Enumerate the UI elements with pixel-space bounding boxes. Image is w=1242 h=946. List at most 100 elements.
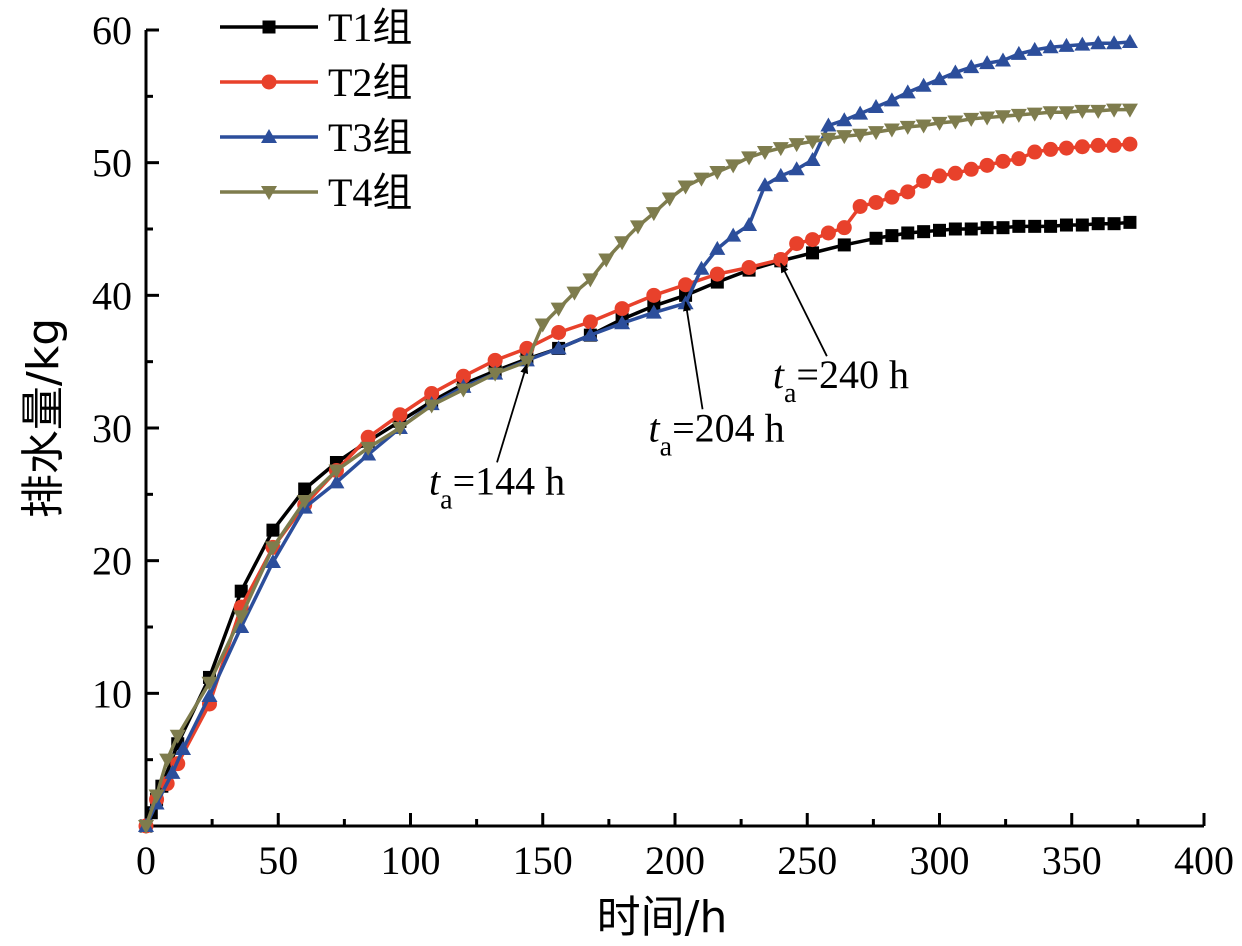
data-point: [947, 165, 963, 181]
legend-label: T3组: [328, 115, 412, 160]
series-2: [138, 136, 1138, 834]
legend-marker: [261, 129, 277, 143]
data-point: [788, 138, 805, 153]
data-point: [979, 157, 995, 173]
data-point: [996, 221, 1010, 235]
data-point: [487, 352, 503, 368]
data-point: [772, 142, 789, 157]
data-point: [789, 236, 805, 252]
data-point: [233, 610, 250, 625]
data-point: [852, 128, 869, 143]
data-point: [614, 315, 631, 330]
data-point: [1026, 41, 1043, 56]
data-point: [392, 407, 408, 423]
legend-item: T4组: [220, 170, 412, 215]
data-point: [916, 173, 932, 189]
data-point: [1027, 144, 1043, 160]
data-point: [1026, 107, 1043, 122]
legend-marker: [262, 20, 276, 34]
data-point: [360, 429, 376, 445]
data-point: [1106, 103, 1123, 118]
series-4: [138, 103, 1138, 834]
data-point: [899, 84, 916, 99]
data-point: [298, 482, 312, 496]
data-point: [1090, 137, 1106, 153]
data-point: [148, 789, 165, 804]
x-tick-label: 300: [910, 838, 970, 883]
data-point: [979, 111, 996, 126]
data-point: [487, 367, 504, 382]
legend-item: T2组: [220, 60, 412, 105]
data-point: [598, 253, 615, 268]
data-point: [1090, 104, 1107, 119]
data-point: [852, 105, 869, 120]
data-point: [175, 741, 192, 756]
data-point: [1028, 219, 1042, 233]
series-line: [144, 142, 1131, 827]
data-point: [455, 368, 471, 384]
legend-item: T1组: [220, 5, 412, 50]
legend-label: T2组: [328, 60, 412, 105]
data-point: [678, 277, 694, 293]
data-point: [899, 120, 916, 135]
data-point: [979, 55, 996, 70]
data-point: [820, 117, 837, 132]
data-point: [1090, 35, 1107, 50]
data-point: [820, 225, 836, 241]
data-point: [1074, 139, 1090, 155]
data-point: [756, 177, 773, 192]
annotation-layer: ta=144 h ta=204 hta=240 h: [429, 262, 909, 515]
data-point: [677, 180, 694, 195]
annotation-label: ta=204 h: [649, 405, 785, 462]
y-tick-label: 50: [92, 141, 132, 186]
data-point: [138, 820, 154, 834]
data-point: [266, 523, 280, 537]
data-point: [201, 676, 218, 691]
data-point: [391, 422, 408, 436]
data-point: [296, 494, 313, 509]
data-point: [328, 464, 345, 479]
annotation-label: ta=144 h: [429, 458, 565, 515]
data-point: [725, 227, 742, 242]
annotation-label: ta=240 h: [773, 352, 909, 409]
data-point: [994, 52, 1011, 67]
data-point: [901, 226, 915, 240]
data-point: [1106, 35, 1123, 50]
data-point: [933, 223, 946, 237]
data-point: [169, 729, 186, 744]
data-point: [963, 112, 980, 127]
data-point: [693, 260, 710, 275]
data-point: [550, 302, 567, 317]
data-point: [995, 153, 1011, 169]
data-point: [741, 259, 757, 275]
data-point: [709, 165, 726, 180]
x-tick-label: 100: [381, 838, 441, 883]
y-tick-label: 60: [92, 8, 132, 53]
legend-marker: [261, 74, 277, 90]
data-point: [932, 168, 947, 184]
data-point: [805, 232, 821, 248]
data-point: [836, 220, 852, 236]
data-point: [264, 541, 281, 556]
data-point: [646, 287, 662, 303]
data-point: [869, 231, 883, 245]
data-point: [1091, 217, 1105, 231]
legend-label: T1组: [328, 5, 412, 50]
data-point: [1074, 104, 1091, 119]
legend-marker: [261, 186, 277, 200]
data-point: [963, 161, 979, 177]
data-point: [868, 126, 885, 141]
data-point: [234, 584, 248, 598]
data-point: [1043, 141, 1059, 157]
data-point: [725, 159, 742, 174]
data-point: [820, 132, 837, 147]
x-tick-label: 0: [136, 838, 156, 883]
data-point: [693, 172, 710, 187]
data-point: [836, 130, 853, 145]
series-3: [138, 33, 1138, 832]
data-point: [1121, 33, 1138, 48]
legend-label: T4组: [328, 170, 412, 215]
data-point: [614, 236, 631, 251]
data-point: [947, 64, 964, 79]
data-point: [551, 324, 567, 340]
